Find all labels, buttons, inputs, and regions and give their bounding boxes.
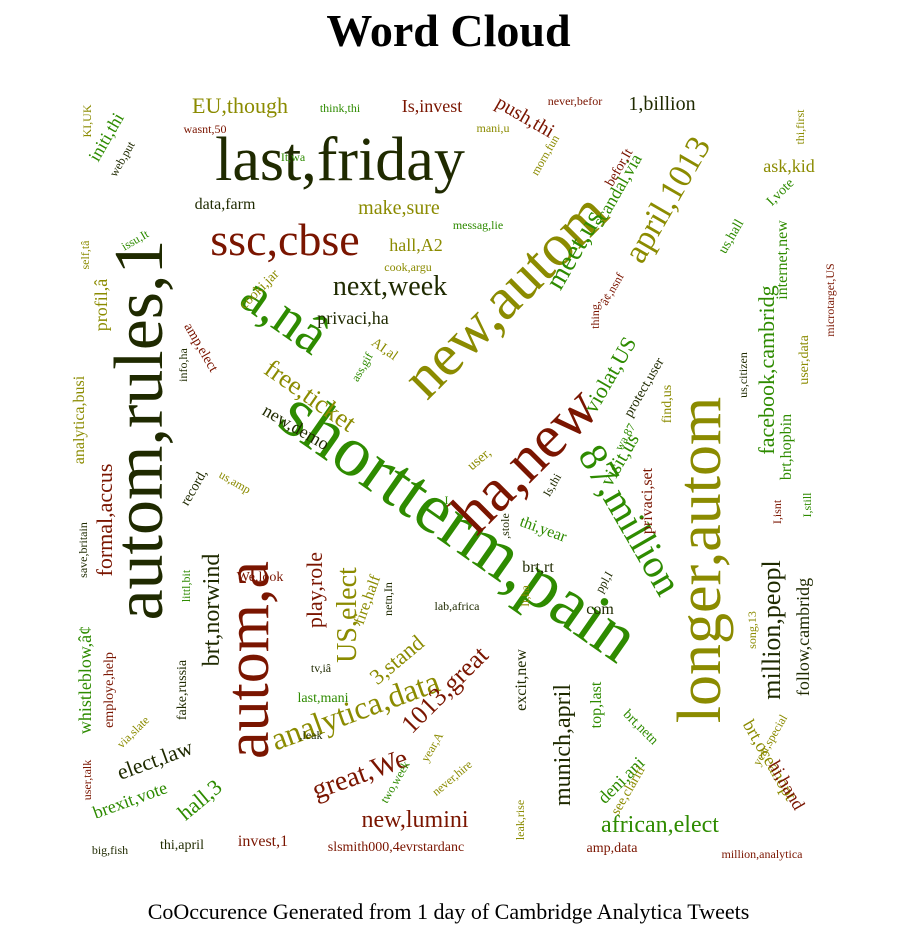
cloud-word: whistleblow,â¢: [75, 625, 95, 735]
cloud-word: ass,gif: [348, 350, 376, 384]
cloud-word: leak,rise: [513, 799, 527, 841]
cloud-word: us,citizen: [736, 352, 750, 398]
cloud-word: last,mani: [297, 691, 349, 706]
cloud-word: never,hire: [429, 757, 475, 799]
cloud-word: via,slate: [114, 713, 152, 751]
cloud-word: I,vote: [763, 175, 798, 210]
cloud-word: I,still: [800, 492, 814, 518]
cloud-word: microtarget,US: [823, 263, 837, 337]
cloud-word: record,: [178, 466, 211, 509]
cloud-word: make,sure: [358, 197, 440, 219]
cloud-word: morn,fun: [527, 132, 563, 178]
cloud-word: thi,first: [793, 109, 807, 145]
cloud-word: slsmith000,4evrstardanc: [327, 840, 465, 855]
cloud-word: hall,A2: [389, 235, 443, 255]
cloud-word: 1,billion: [628, 93, 696, 115]
cloud-word: hall,3: [172, 774, 227, 826]
cloud-word: us,hall: [715, 216, 748, 257]
cloud-word: think,thi: [319, 101, 361, 115]
cloud-word: We,look: [236, 570, 284, 585]
cloud-word: profil,â: [91, 278, 111, 332]
cloud-word: com: [586, 601, 614, 618]
cloud-word: user,data: [797, 335, 812, 385]
cloud-word: african,elect: [601, 812, 719, 838]
cloud-word: self,tâ: [78, 240, 92, 270]
cloud-word: info,ha: [176, 348, 190, 382]
cloud-word: brt,rt: [522, 559, 554, 576]
cloud-word: million,peopl: [757, 560, 786, 700]
cloud-word: ssc,cbse: [210, 214, 360, 265]
cloud-word: ,leak: [299, 728, 323, 742]
cloud-word: analytica,busi: [71, 375, 88, 465]
cloud-word: big,fish: [91, 843, 129, 857]
cloud-word: ask,kid: [763, 156, 815, 176]
cloud-word: fake,russia: [175, 659, 190, 721]
cloud-word: ,stole: [498, 513, 512, 539]
cloud-word: â¢,nsnf: [597, 270, 627, 308]
cloud-word: play,role: [302, 551, 327, 629]
cloud-word: amp,data: [586, 841, 638, 856]
cloud-word: munich,april: [550, 684, 576, 806]
cloud-word: brt,netn: [619, 707, 661, 749]
cloud-word: brt,norwind: [199, 553, 225, 667]
cloud-word: million,analytica: [721, 847, 803, 861]
cloud-word: EU,though: [192, 93, 288, 118]
cloud-word: invest,1: [237, 833, 289, 850]
cloud-word: tv,iâ: [310, 661, 332, 675]
cloud-word: lab,africa: [434, 599, 480, 613]
cloud-word: wasnt,50: [183, 122, 227, 136]
cloud-word: It,wa: [280, 150, 306, 164]
cloud-word: brt,hopbin: [778, 413, 795, 481]
cloud-word: Is,invest: [401, 96, 463, 116]
cloud-word: netn,In: [381, 582, 395, 616]
cloud-word: top,last: [588, 681, 605, 729]
cloud-word: brexit,vote: [90, 777, 170, 823]
cloud-word: save,britain: [76, 522, 90, 578]
cloud-word: formal,accus: [92, 463, 117, 577]
cloud-word: data,farm: [194, 196, 256, 213]
cloud-word: littl,bit: [179, 569, 193, 603]
cloud-word: user,talk: [80, 759, 94, 801]
cloud-word: KI,UK: [80, 104, 94, 138]
cloud-word: next,week: [332, 271, 448, 302]
cloud-word: messag,lie: [452, 218, 504, 232]
cloud-word: year,A: [417, 729, 447, 765]
cloud-word: song,13: [745, 611, 759, 649]
page-title: Word Cloud: [326, 5, 571, 56]
cloud-word: excit,new: [513, 649, 530, 711]
cloud-word: new,lumini: [361, 807, 469, 833]
cloud-word: employe,help: [102, 652, 117, 728]
cloud-word: mani,u: [476, 121, 510, 135]
cloud-word: I,isnt: [770, 499, 784, 525]
cloud-word: never,befor: [547, 94, 603, 108]
cloud-word: us,amp: [216, 467, 254, 497]
caption: CoOccurence Generated from 1 day of Camb…: [147, 899, 750, 924]
cloud-word: It,ha: [518, 585, 532, 607]
cloud-word: follow,cambridg: [793, 577, 813, 697]
cloud-word: thi,april: [160, 838, 204, 853]
cloud-word: find,us: [660, 384, 675, 424]
cloud-word: facebook,cambridg: [754, 285, 779, 455]
cloud-word: internet,new: [774, 220, 791, 300]
cloud-word: last,friday: [215, 126, 465, 194]
cloud-word: I,: [444, 493, 452, 507]
cloud-word: privaci,ha: [317, 308, 389, 328]
cloud-word: cook,argu: [384, 260, 432, 274]
cloud-word: thing,: [588, 301, 602, 329]
cloud-word: privaci,set: [639, 467, 656, 535]
